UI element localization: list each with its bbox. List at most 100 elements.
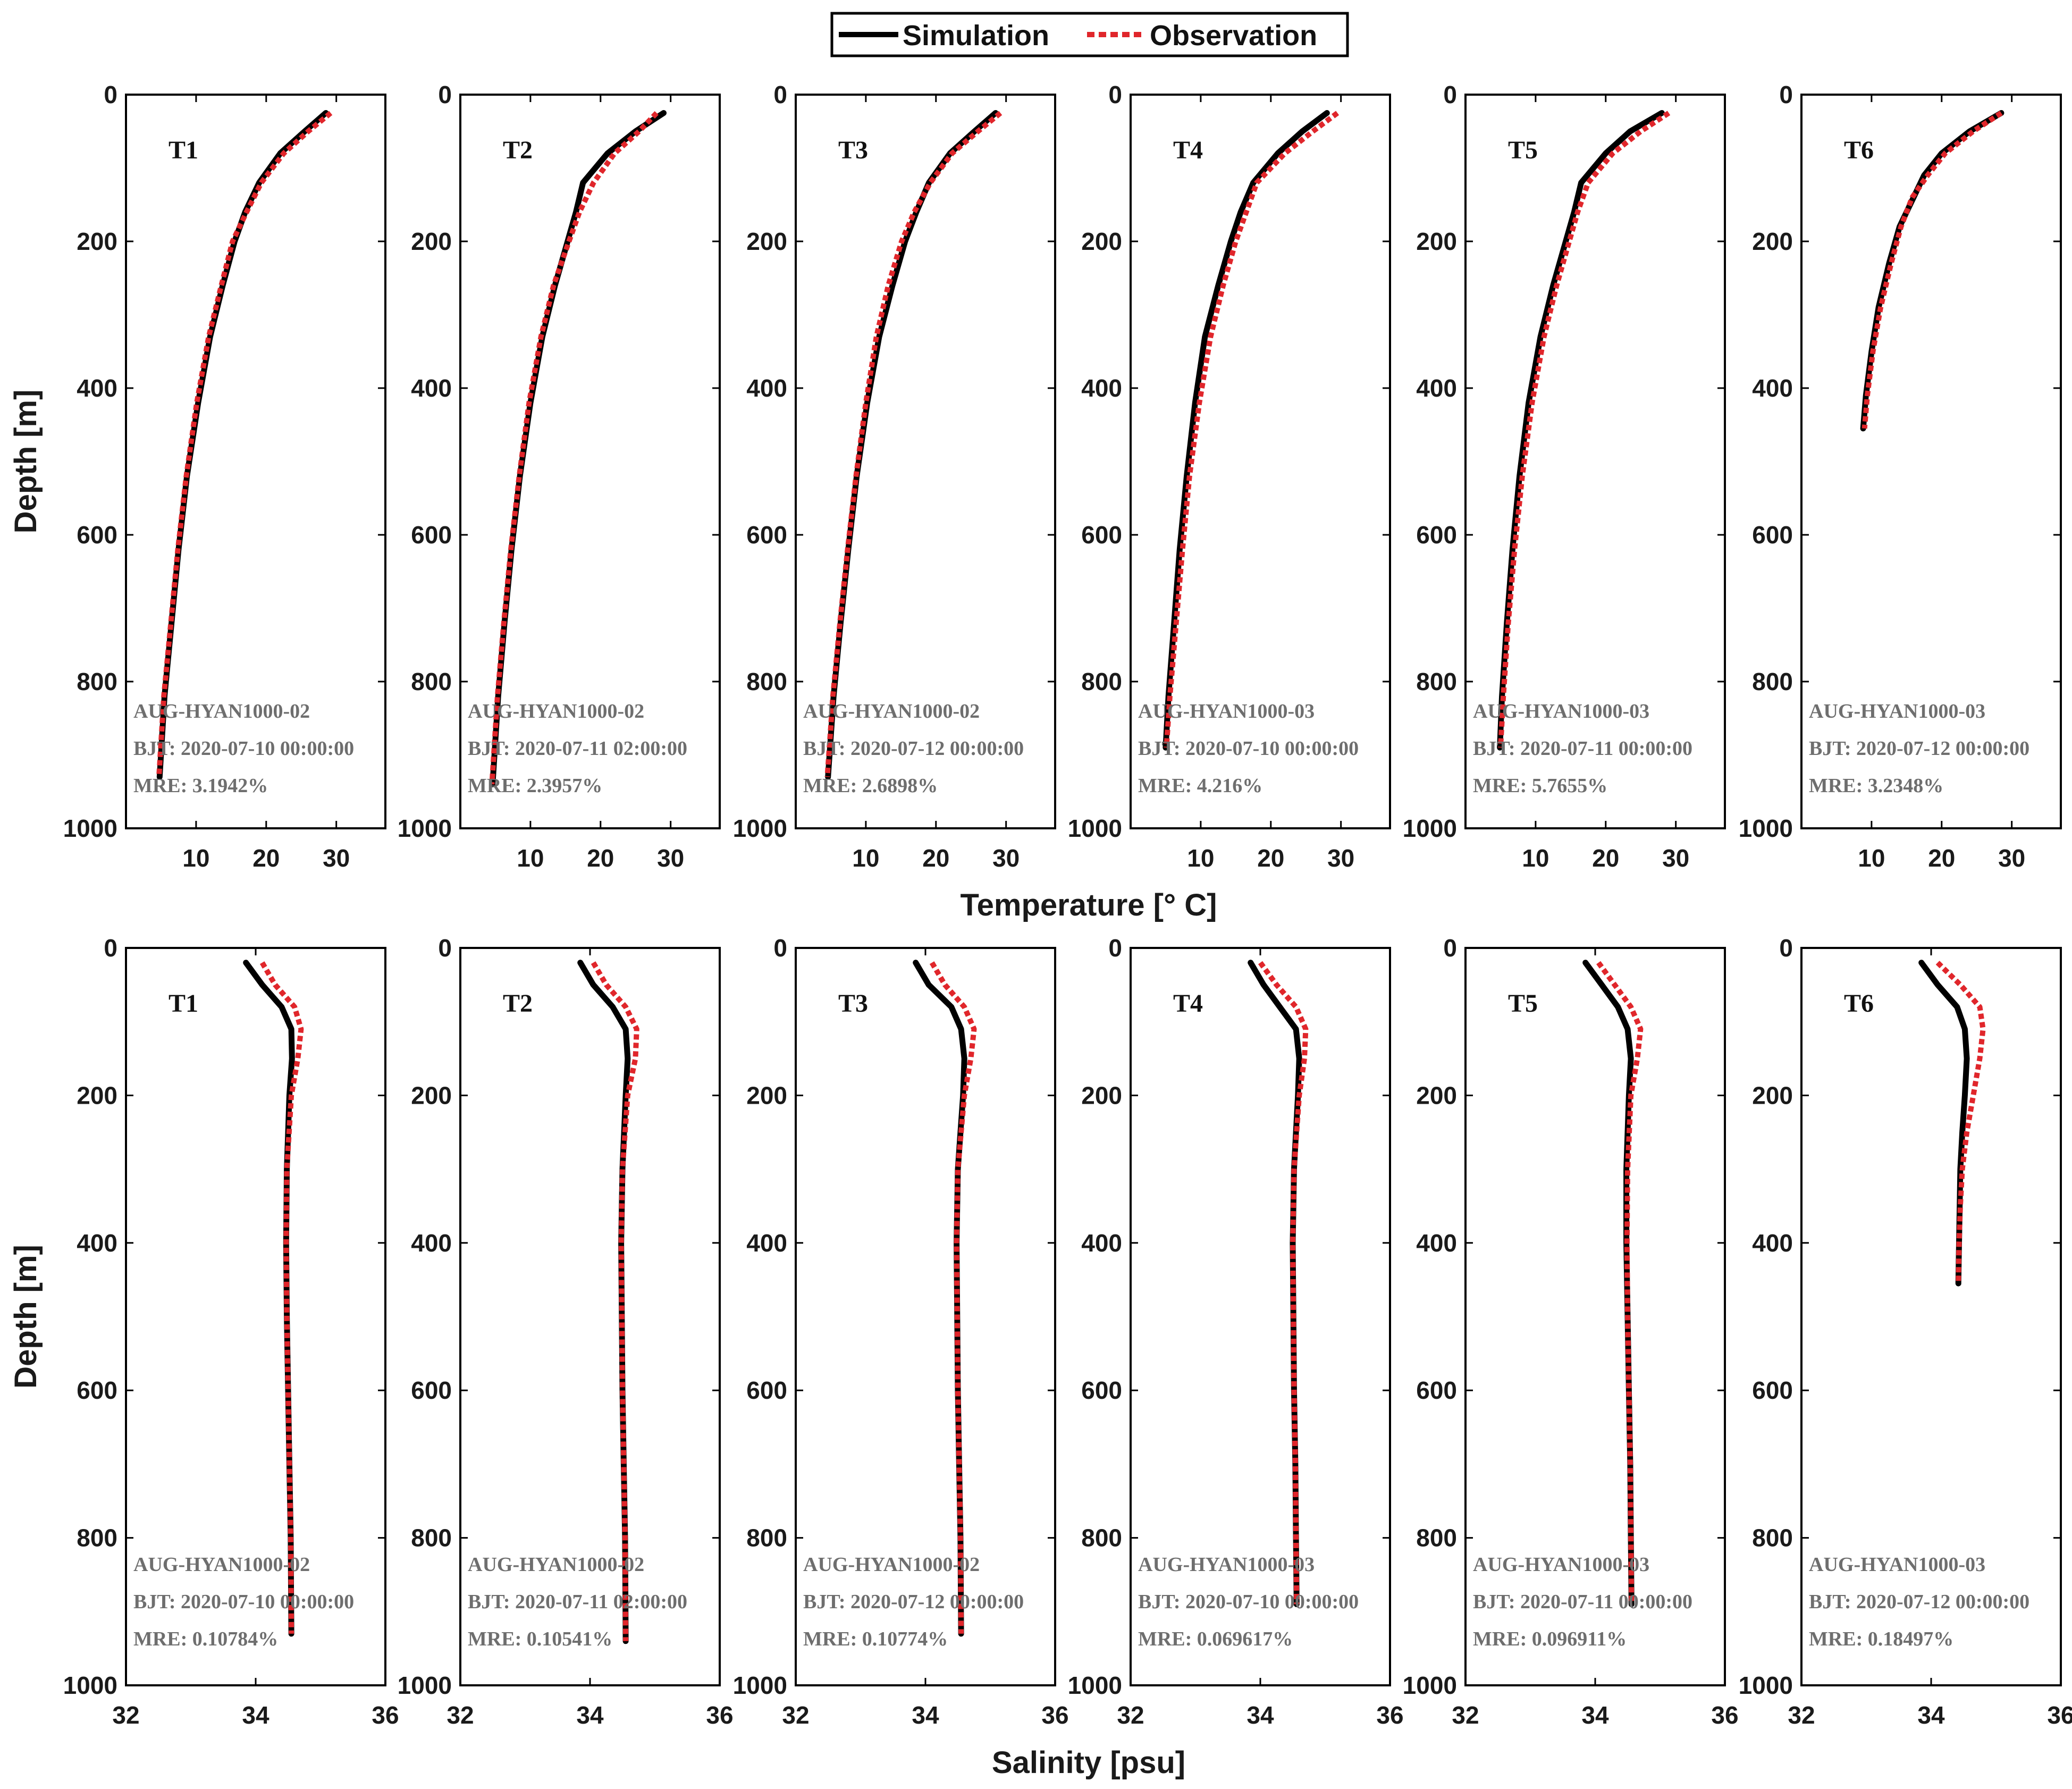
y-tick-label: 800 [411,1524,452,1552]
bjt-label: BJT: 2020-07-10 00:00:00 [1138,737,1359,760]
x-tick-label: 32 [1117,1701,1144,1729]
y-tick-label: 200 [1416,228,1457,255]
x-tick-label: 36 [1041,1701,1068,1729]
x-tick-label: 10 [517,844,544,872]
x-tick-label: 30 [992,844,1020,872]
mre-label: MRE: 2.3957% [468,775,602,797]
y-tick-label: 600 [411,521,452,549]
y-tick-label: 400 [1081,1229,1122,1257]
axes-box [1800,94,2062,829]
y-tick-label: 1000 [63,1672,117,1699]
y-tick-label: 400 [1416,374,1457,402]
station-label: AUG-HYAN1000-03 [1138,1553,1315,1576]
x-tick-label: 10 [1187,844,1214,872]
station-label: AUG-HYAN1000-02 [133,700,310,723]
y-tick-label: 0 [1779,81,1793,108]
observation-line [929,961,977,1634]
observation-line [156,111,333,777]
x-tick-label: 30 [1327,844,1354,872]
y-tick-label: 600 [1081,521,1122,549]
x-tick-label: 36 [372,1701,399,1729]
y-tick-label: 600 [77,521,117,549]
y-tick-label: 600 [1752,1376,1793,1404]
y-tick-label: 0 [773,81,787,108]
y-tick-label: 200 [746,1081,787,1109]
axes-box [459,94,721,829]
salinity-ylabel: Depth [m] [9,1245,43,1389]
y-tick-label: 0 [1779,934,1793,962]
x-tick-label: 20 [587,844,614,872]
axes-box [125,947,386,1686]
station-label: AUG-HYAN1000-03 [1138,700,1315,723]
panel-title: T4 [1173,989,1203,1018]
bjt-label: BJT: 2020-07-12 00:00:00 [803,1591,1024,1613]
axes-box [795,947,1056,1686]
x-tick-label: 36 [1376,1701,1403,1729]
x-tick-label: 30 [657,844,684,872]
y-tick-label: 200 [77,1081,117,1109]
legend: Simulation Observation [830,12,1349,57]
y-tick-label: 800 [411,668,452,695]
y-tick-label: 1000 [1739,814,1793,842]
bjt-label: BJT: 2020-07-12 00:00:00 [803,737,1024,760]
legend-simulation-label: Simulation [903,20,1049,52]
simulation-line [1163,110,1330,751]
x-tick-label: 34 [242,1701,269,1729]
y-tick-label: 800 [1081,668,1122,695]
y-tick-label: 800 [1752,1524,1793,1552]
y-tick-label: 0 [438,934,452,962]
station-label: AUG-HYAN1000-03 [1809,1553,1985,1576]
y-tick-label: 400 [1416,1229,1457,1257]
mre-label: MRE: 0.069617% [1138,1628,1293,1650]
station-label: AUG-HYAN1000-02 [468,700,644,723]
y-tick-label: 200 [1081,1081,1122,1109]
y-tick-label: 800 [77,1524,117,1552]
station-label: AUG-HYAN1000-02 [133,1553,310,1576]
axes-box [1130,94,1391,829]
y-tick-label: 200 [411,1081,452,1109]
y-tick-label: 400 [746,1229,787,1257]
x-tick-label: 34 [1917,1701,1945,1729]
y-tick-label: 600 [1416,1376,1457,1404]
x-tick-label: 30 [1998,844,2025,872]
station-label: AUG-HYAN1000-02 [803,1553,980,1576]
x-tick-label: 34 [1581,1701,1609,1729]
panel-title: T3 [838,136,868,164]
x-tick-label: 32 [1788,1701,1815,1729]
x-tick-label: 34 [912,1701,939,1729]
x-tick-label: 36 [2047,1701,2072,1729]
y-tick-label: 1000 [63,814,117,842]
x-tick-label: 32 [447,1701,474,1729]
mre-label: MRE: 3.1942% [133,775,268,797]
observation-line [824,111,1003,777]
y-tick-label: 600 [77,1376,117,1404]
panel-title: T6 [1844,989,1874,1018]
panel-title: T3 [838,989,868,1018]
y-tick-label: 1000 [398,1672,452,1699]
observation-line [1497,111,1671,748]
y-tick-label: 0 [104,81,117,108]
panel-title: T4 [1173,136,1203,164]
y-tick-label: 200 [411,228,452,255]
temperature-panel-t3: 0 200 400 600 800 1000 10 20 30 T3 AUG-HYAN1000-02… [733,81,1056,872]
y-tick-label: 200 [77,228,117,255]
axes-box [1464,947,1726,1686]
mre-label: MRE: 0.096911% [1473,1628,1627,1650]
y-tick-label: 400 [1081,374,1122,402]
bjt-label: BJT: 2020-07-10 00:00:00 [133,737,354,760]
temperature-panel-t1: 0 200 400 600 800 1000 10 20 30 T1 AUG-HYAN1000-02… [63,81,386,872]
y-tick-label: 800 [1416,668,1457,695]
y-tick-label: 200 [1752,228,1793,255]
bjt-label: BJT: 2020-07-11 02:00:00 [468,737,687,760]
y-tick-label: 400 [411,374,452,402]
legend-observation-label: Observation [1150,20,1317,52]
panel-title: T2 [503,136,533,164]
bjt-label: BJT: 2020-07-10 00:00:00 [133,1591,354,1613]
mre-label: MRE: 3.2348% [1809,775,1943,797]
y-tick-label: 800 [746,668,787,695]
x-tick-label: 10 [182,844,209,872]
